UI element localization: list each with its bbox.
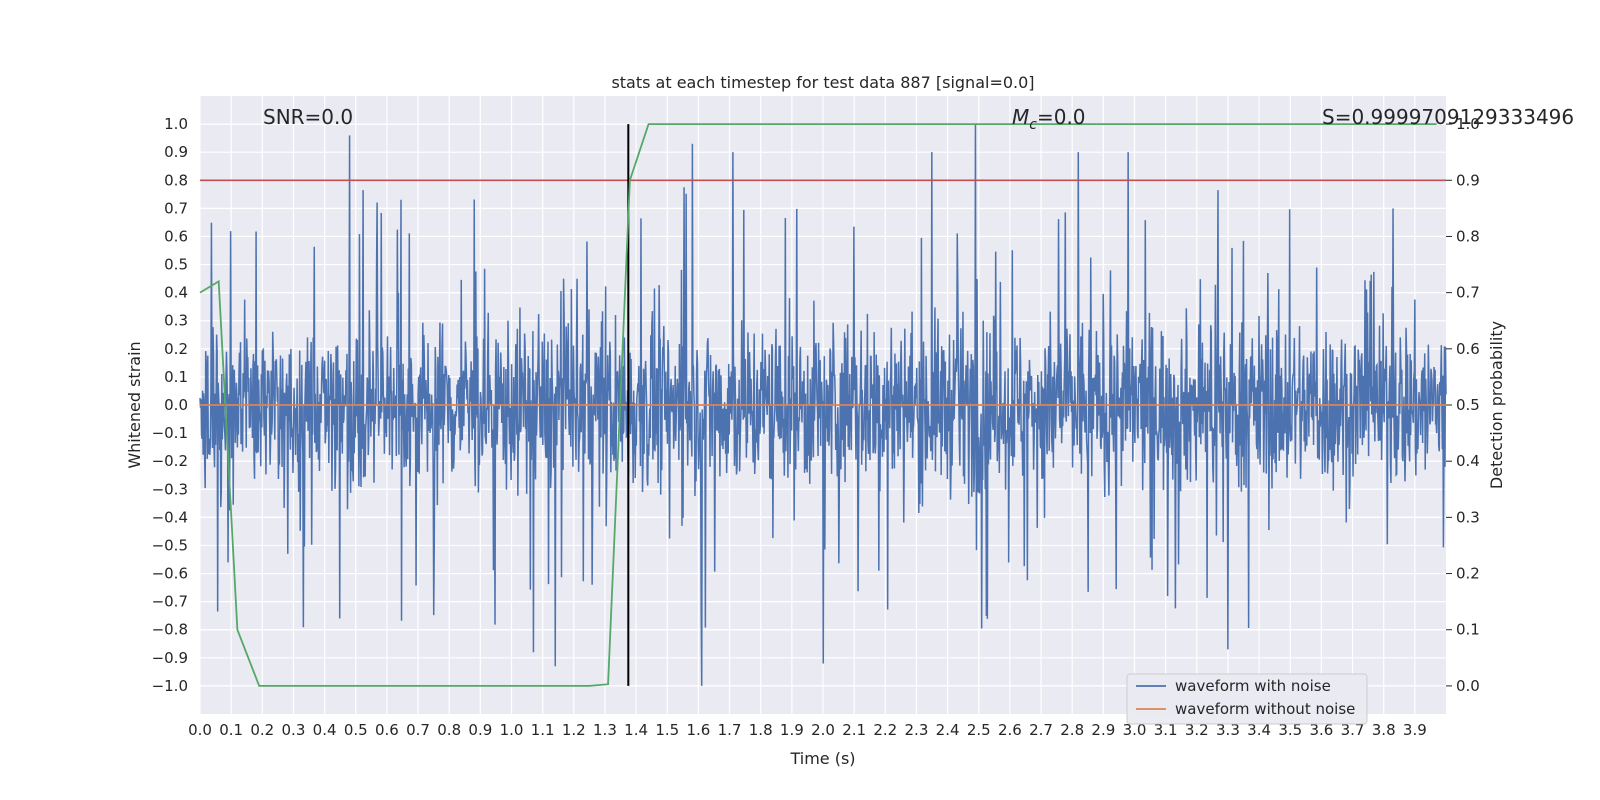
x-tick-label: 2.7: [1029, 721, 1053, 739]
x-axis-label: Time (s): [789, 749, 855, 768]
x-tick-label: 0.2: [250, 721, 274, 739]
x-tick-label: 2.2: [873, 721, 897, 739]
x-tick-label: 2.6: [998, 721, 1022, 739]
x-tick-label: 3.8: [1372, 721, 1396, 739]
x-tick-label: 1.4: [624, 721, 648, 739]
x-tick-label: 0.5: [344, 721, 368, 739]
mc-value: =0.0: [1037, 105, 1086, 129]
y2-tick-label: 0.9: [1456, 171, 1480, 189]
series-waveform-with-noise: [199, 124, 1447, 686]
y2-tick-label: 0.7: [1456, 284, 1480, 302]
x-tick-label: 0.0: [188, 721, 212, 739]
y2-tick-label: 0.6: [1456, 340, 1480, 358]
y2-tick-label: 0.1: [1456, 621, 1480, 639]
y-tick-label: −1.0: [152, 677, 188, 695]
x-tick-label: 1.7: [718, 721, 742, 739]
x-tick-label: 1.9: [780, 721, 804, 739]
x-tick-label: 2.9: [1091, 721, 1115, 739]
x-tick-label: 0.7: [406, 721, 430, 739]
y2-tick-label: 0.2: [1456, 565, 1480, 583]
y-tick-label: 0.0: [164, 396, 188, 414]
y-tick-label: 0.9: [164, 143, 188, 161]
y2-tick-label: 0.3: [1456, 508, 1480, 526]
x-tick-label: 2.1: [842, 721, 866, 739]
x-tick-label: 1.1: [531, 721, 555, 739]
y2-axis-label: Detection probability: [1487, 321, 1506, 489]
y-tick-label: 0.1: [164, 368, 188, 386]
y-tick-label: −0.4: [152, 508, 188, 526]
y2-tick-label: 0.5: [1456, 396, 1480, 414]
y-tick-label: −0.6: [152, 565, 188, 583]
x-tick-label: 3.3: [1216, 721, 1240, 739]
y-tick-label: −0.7: [152, 593, 188, 611]
y-tick-label: −0.8: [152, 621, 188, 639]
mc-subscript: c: [1029, 117, 1037, 133]
y2-tick-label: 1.0: [1456, 115, 1480, 133]
x-tick-label: 3.7: [1341, 721, 1365, 739]
y-tick-label: 0.6: [164, 227, 188, 245]
y-tick-label: 0.7: [164, 199, 188, 217]
x-tick-label: 0.4: [313, 721, 337, 739]
x-tick-label: 3.2: [1185, 721, 1209, 739]
snr-annotation: SNR=0.0: [263, 105, 353, 129]
y-tick-label: −0.9: [152, 649, 188, 667]
x-tick-label: 3.9: [1403, 721, 1427, 739]
x-tick-label: 3.5: [1278, 721, 1302, 739]
mc-annotation: Mc=0.0: [1012, 105, 1086, 133]
series-detection-probability: [199, 123, 1437, 687]
x-tick-label: 3.4: [1247, 721, 1271, 739]
y-axis-label: Whitened strain: [125, 341, 144, 468]
x-tick-label: 1.6: [686, 721, 710, 739]
x-tick-label: 2.5: [967, 721, 991, 739]
y-tick-label: 0.3: [164, 312, 188, 330]
x-tick-label: 1.3: [593, 721, 617, 739]
mc-symbol: M: [1012, 105, 1029, 129]
x-tick-label: 0.1: [219, 721, 243, 739]
y2-tick-label: 0.8: [1456, 227, 1480, 245]
x-tick-label: 0.6: [375, 721, 399, 739]
y-tick-label: 0.2: [164, 340, 188, 358]
y2-tick-label: 0.0: [1456, 677, 1480, 695]
chart-title: stats at each timestep for test data 887…: [611, 73, 1034, 92]
x-tick-label: 2.4: [936, 721, 960, 739]
y-tick-label: 0.4: [164, 284, 188, 302]
x-tick-label: 0.8: [437, 721, 461, 739]
series-layer: [199, 123, 1447, 687]
y-tick-label: −0.2: [152, 452, 188, 470]
x-tick-label: 2.8: [1060, 721, 1084, 739]
legend-label-noise: waveform with noise: [1175, 677, 1331, 695]
y-tick-label: −0.3: [152, 480, 188, 498]
x-tick-label: 0.9: [468, 721, 492, 739]
ticks: 0.0 0.1 0.2 0.3 0.4 0.5 0.6 0.7 0.8 0.9 1.0 1.1 1.2 1…: [152, 115, 1480, 739]
x-tick-label: 1.5: [655, 721, 679, 739]
y-tick-label: −0.1: [152, 424, 188, 442]
x-tick-label: 3.0: [1123, 721, 1147, 739]
x-tick-label: 0.3: [282, 721, 306, 739]
x-tick-label: 1.8: [749, 721, 773, 739]
y-tick-label: 0.8: [164, 171, 188, 189]
x-tick-label: 1.2: [562, 721, 586, 739]
y-tick-label: 1.0: [164, 115, 188, 133]
y2-tick-label: 0.4: [1456, 452, 1480, 470]
x-tick-label: 3.1: [1154, 721, 1178, 739]
legend-label-clean: waveform without noise: [1175, 700, 1355, 718]
x-tick-label: 2.3: [905, 721, 929, 739]
s-annotation: S=0.9999709129333496: [1322, 105, 1574, 129]
y-tick-label: 0.5: [164, 256, 188, 274]
y-tick-label: −0.5: [152, 536, 188, 554]
legend: waveform with noise waveform without noi…: [1126, 673, 1368, 725]
x-tick-label: 3.6: [1309, 721, 1333, 739]
x-tick-label: 1.0: [500, 721, 524, 739]
x-tick-label: 2.0: [811, 721, 835, 739]
legend-box: [1126, 673, 1368, 725]
